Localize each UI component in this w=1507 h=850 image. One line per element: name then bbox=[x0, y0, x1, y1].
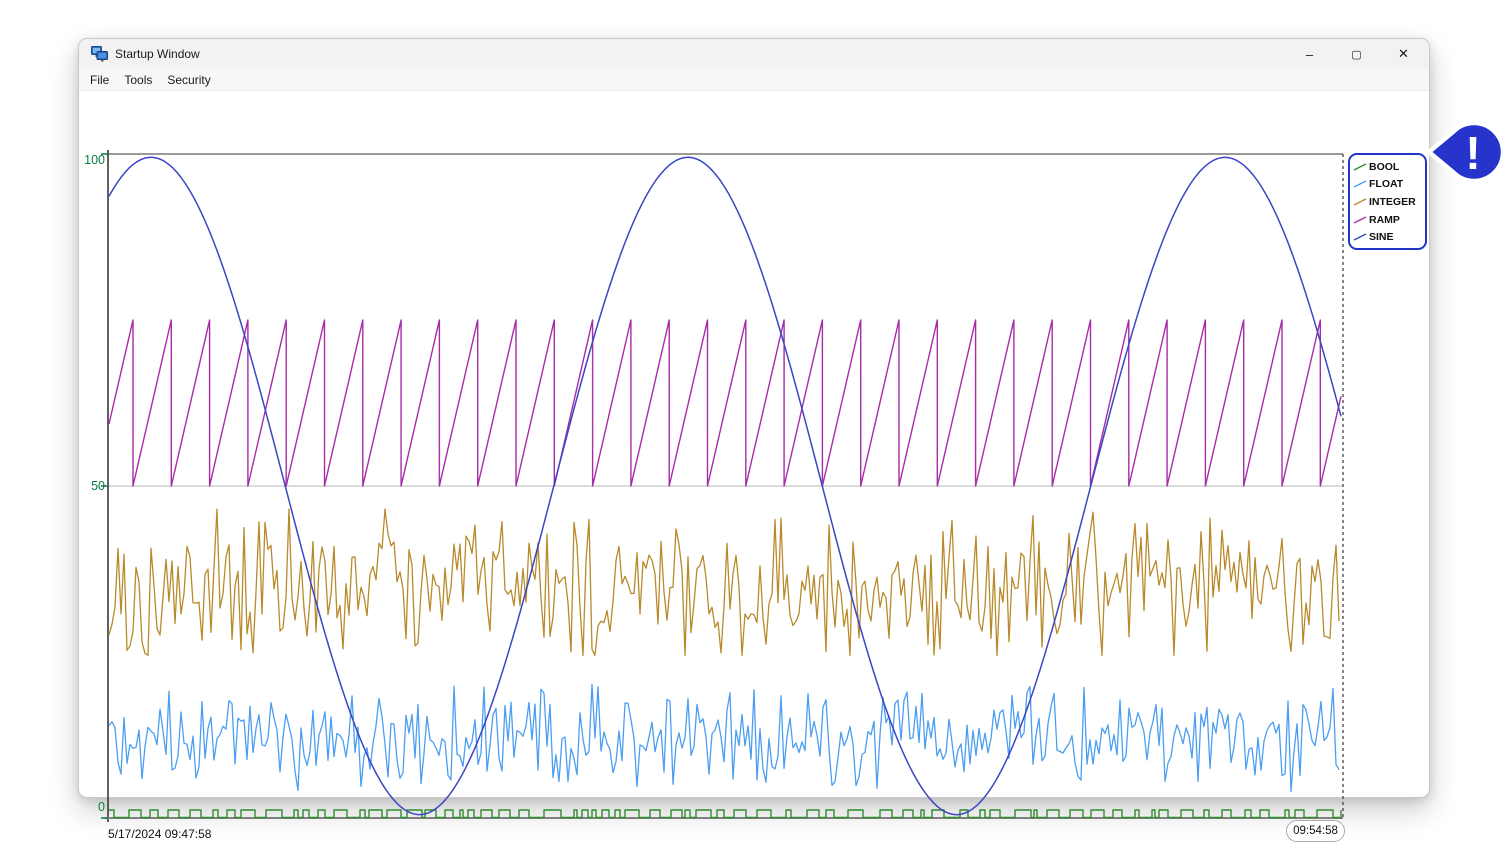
integer-line-icon bbox=[1353, 198, 1367, 206]
y-tick-0: 0 bbox=[98, 800, 105, 814]
window-title: Startup Window bbox=[115, 47, 200, 61]
app-window: Startup Window – ▢ ✕ File Tools Security… bbox=[78, 38, 1430, 842]
sine-line-icon bbox=[1353, 233, 1367, 241]
legend-label: RAMP bbox=[1369, 213, 1400, 226]
bool-line-icon bbox=[1353, 163, 1367, 171]
trend-chart-area: 100 50 0 5/17/2024 09:47:58 09:54:58 BOO… bbox=[79, 92, 1429, 842]
legend-label: INTEGER bbox=[1369, 195, 1416, 208]
title-bar[interactable]: Startup Window – ▢ ✕ bbox=[79, 39, 1429, 69]
exclamation-callout-badge: ! bbox=[1426, 120, 1506, 184]
close-button[interactable]: ✕ bbox=[1398, 46, 1409, 61]
menu-file[interactable]: File bbox=[90, 72, 110, 87]
legend-item-integer[interactable]: INTEGER bbox=[1350, 193, 1425, 211]
legend-item-sine[interactable]: SINE bbox=[1350, 228, 1425, 246]
chart-legend: BOOL FLOAT INTEGER RAMP SINE bbox=[1348, 153, 1427, 250]
window-controls: – ▢ ✕ bbox=[1286, 39, 1427, 69]
menu-bar: File Tools Security bbox=[79, 69, 1429, 91]
svg-text:!: ! bbox=[1465, 127, 1480, 179]
y-tick-100: 100 bbox=[84, 153, 105, 167]
x-axis-start-timestamp: 5/17/2024 09:47:58 bbox=[108, 827, 212, 841]
trend-plot bbox=[101, 150, 1344, 822]
x-axis-end-timestamp-pill: 09:54:58 bbox=[1286, 820, 1345, 842]
y-tick-50: 50 bbox=[91, 479, 105, 493]
legend-label: FLOAT bbox=[1369, 178, 1404, 191]
legend-item-float[interactable]: FLOAT bbox=[1350, 176, 1425, 194]
legend-label: BOOL bbox=[1369, 160, 1400, 173]
float-line-icon bbox=[1353, 180, 1367, 189]
legend-item-bool[interactable]: BOOL bbox=[1350, 158, 1425, 176]
ramp-line-icon bbox=[1353, 215, 1367, 224]
maximize-button[interactable]: ▢ bbox=[1351, 48, 1362, 61]
app-icon bbox=[91, 46, 108, 62]
menu-security[interactable]: Security bbox=[167, 72, 211, 87]
legend-label: SINE bbox=[1369, 231, 1394, 244]
legend-item-ramp[interactable]: RAMP bbox=[1350, 211, 1425, 229]
menu-tools[interactable]: Tools bbox=[124, 72, 153, 87]
minimize-button[interactable]: – bbox=[1305, 46, 1314, 62]
x-axis-end-timestamp: 09:54:58 bbox=[1293, 825, 1338, 837]
